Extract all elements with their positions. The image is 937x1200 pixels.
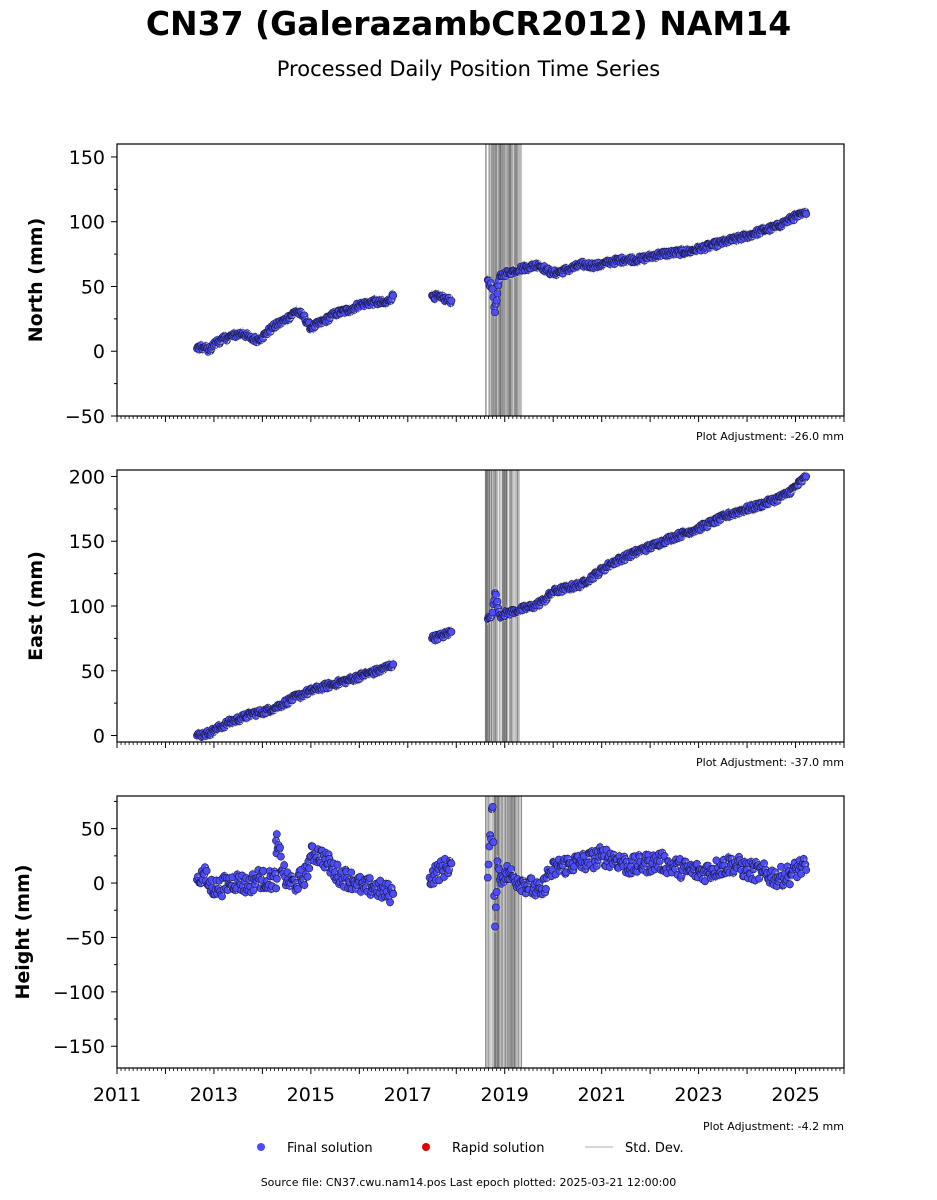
x-tick-label: 2013 xyxy=(190,1084,238,1106)
legend: Final solution Rapid solution Std. Dev. xyxy=(257,1141,684,1156)
plot-adjustment-label: Plot Adjustment: -37.0 mm xyxy=(696,756,844,769)
data-point xyxy=(305,864,314,873)
legend-final-marker xyxy=(257,1143,265,1151)
data-point xyxy=(347,868,356,877)
chart-subtitle: Processed Daily Position Time Series xyxy=(276,57,661,81)
y-tick-label: 100 xyxy=(69,596,105,618)
panel-3: −150 −100 −50 0 50 2011 2013 2015 2017 2019 2021 20… xyxy=(12,795,845,1133)
data-point xyxy=(527,874,536,883)
data-point xyxy=(294,885,302,893)
axes-frame xyxy=(116,143,845,417)
data-point xyxy=(491,903,500,912)
data-point xyxy=(492,296,501,305)
data-point xyxy=(491,922,499,931)
y-tick-label: 0 xyxy=(93,341,105,363)
data-point xyxy=(802,472,811,481)
y-tick-label: −150 xyxy=(53,1036,105,1058)
data-point xyxy=(386,898,394,907)
plot-adjustment-label: Plot Adjustment: -26.0 mm xyxy=(696,430,844,443)
data-point xyxy=(273,874,281,883)
axes-frame xyxy=(116,795,845,1069)
legend-rapid-marker xyxy=(422,1143,430,1151)
data-point xyxy=(447,296,456,305)
data-point xyxy=(300,881,309,890)
x-tick-label: 2017 xyxy=(384,1084,432,1106)
data-point xyxy=(802,866,811,874)
panel-2: 0 50 100 150 200 East (mm) Plot Adjustment: -3… xyxy=(25,466,845,769)
data-point xyxy=(488,285,497,293)
data-point xyxy=(389,291,398,300)
panels: −50 0 50 100 150 North (mm) Plot Adjustment: -… xyxy=(12,143,845,1133)
chart-title: CN37 (GalerazambCR2012) NAM14 xyxy=(145,4,792,43)
x-tick-label: 2015 xyxy=(287,1084,335,1106)
data-point xyxy=(492,888,501,896)
y-tick-label: −100 xyxy=(53,982,105,1004)
legend-rapid-label: Rapid solution xyxy=(452,1141,544,1156)
data-point xyxy=(493,597,502,606)
data-point xyxy=(489,838,498,847)
data-point xyxy=(276,852,285,861)
y-tick-label: 150 xyxy=(69,531,105,553)
data-point xyxy=(447,859,456,868)
plot-area xyxy=(193,470,811,742)
data-point xyxy=(280,861,289,869)
y-tick-label: 0 xyxy=(93,726,105,748)
y-tick-label: 50 xyxy=(81,819,105,841)
data-point xyxy=(785,880,794,889)
y-tick-label: 0 xyxy=(93,873,105,895)
data-point xyxy=(493,289,502,298)
data-point xyxy=(276,843,284,852)
x-tick-label: 2025 xyxy=(771,1084,819,1106)
data-point xyxy=(483,873,492,882)
data-point xyxy=(333,860,342,869)
legend-final-label: Final solution xyxy=(287,1141,373,1156)
data-point xyxy=(218,892,226,901)
data-point xyxy=(389,660,398,669)
x-tick-label: 2019 xyxy=(481,1084,529,1106)
y-axis-label: Height (mm) xyxy=(12,864,34,999)
y-axis-label: North (mm) xyxy=(25,218,47,343)
data-point xyxy=(303,872,312,881)
data-point xyxy=(259,866,268,875)
panel-1: −50 0 50 100 150 North (mm) Plot Adjustment: -… xyxy=(25,143,845,443)
x-tick-label: 2023 xyxy=(674,1084,722,1106)
y-tick-label: −50 xyxy=(65,927,105,949)
plot-adjustment-label: Plot Adjustment: -4.2 mm xyxy=(703,1120,844,1133)
x-tick-label: 2011 xyxy=(93,1084,141,1106)
data-point xyxy=(488,802,497,811)
data-point xyxy=(493,857,502,866)
y-tick-label: 50 xyxy=(81,276,105,298)
data-point xyxy=(777,862,785,871)
legend-stddev-label: Std. Dev. xyxy=(625,1141,684,1156)
data-point xyxy=(447,628,456,636)
data-point xyxy=(491,590,500,599)
plot-area xyxy=(193,144,811,416)
data-point xyxy=(202,867,211,875)
data-point xyxy=(272,830,281,839)
data-point xyxy=(802,210,811,218)
data-point xyxy=(272,884,281,893)
plot-area xyxy=(193,796,811,1068)
y-tick-label: 100 xyxy=(69,212,105,234)
y-tick-label: 150 xyxy=(69,147,105,169)
y-tick-label: 200 xyxy=(69,466,105,488)
y-tick-label: 50 xyxy=(81,661,105,683)
y-tick-label: −50 xyxy=(65,406,105,428)
x-tick-label: 2021 xyxy=(577,1084,625,1106)
y-axis-label: East (mm) xyxy=(25,551,47,661)
source-footnote: Source file: CN37.cwu.nam14.pos Last epo… xyxy=(260,1176,677,1189)
data-point xyxy=(365,874,374,883)
data-point xyxy=(491,308,499,317)
data-point xyxy=(484,860,493,869)
data-point xyxy=(542,885,550,893)
data-point xyxy=(389,890,398,898)
